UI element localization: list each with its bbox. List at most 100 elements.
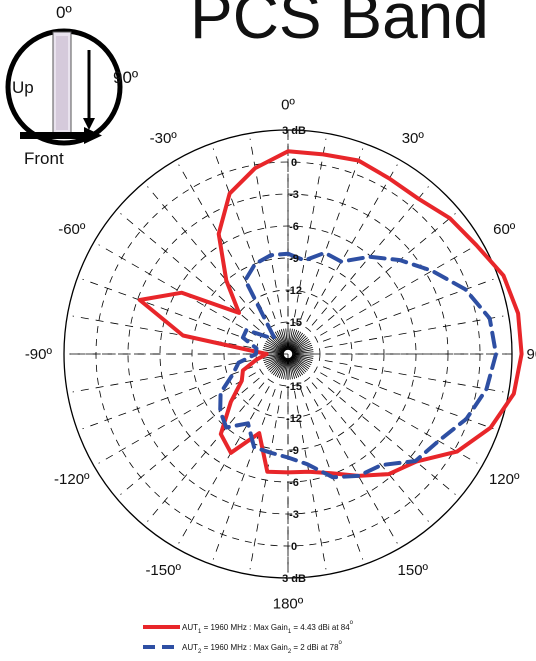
center-ray: [289, 329, 298, 351]
center-ray: [290, 356, 307, 373]
radial-tick-label: -6: [289, 221, 299, 233]
angle-tick-label: -30º: [150, 130, 178, 147]
center-ray: [291, 337, 308, 352]
center-ray: [283, 358, 288, 380]
grid-spoke: [249, 390, 282, 570]
angle-tick-label: 30º: [402, 130, 425, 147]
center-ray: [265, 355, 285, 368]
center-ray: [269, 356, 286, 373]
grid-spoke: [212, 148, 276, 320]
grid-spoke: [324, 360, 504, 393]
center-ray: [262, 349, 284, 354]
center-ray: [292, 346, 313, 354]
angle-tick-label: -120º: [54, 471, 90, 488]
center-ray: [289, 357, 302, 377]
angle-tick-label: 150º: [398, 562, 429, 579]
center-ray: [292, 351, 314, 355]
center-ray: [278, 357, 287, 379]
inset-up-label: Up: [12, 78, 34, 97]
center-ray: [266, 356, 285, 370]
radial-tick-label: -3: [289, 509, 299, 521]
grid-spoke: [147, 382, 265, 522]
center-ray: [287, 328, 291, 350]
grid-spoke: [294, 390, 327, 570]
center-ray: [280, 329, 288, 350]
center-ray: [290, 357, 304, 376]
angle-tick-label: 90º: [527, 346, 536, 363]
angle-tick-label: 60º: [493, 221, 516, 238]
grid-spoke: [98, 244, 256, 336]
center-ray: [289, 331, 302, 351]
center-ray: [285, 328, 289, 350]
grid-spoke: [294, 138, 327, 318]
center-ray: [291, 355, 313, 364]
grid-spoke: [306, 164, 398, 322]
angle-tick-label: -90º: [25, 346, 53, 363]
legend-entry-1: AUT1 = 1960 MHz : Max Gain1 = 4.43 dBi a…: [182, 620, 354, 635]
angle-tick-label: -150º: [145, 562, 181, 579]
center-ray: [288, 358, 296, 379]
grid-spoke: [300, 148, 364, 320]
center-ray: [291, 342, 312, 353]
grid-spoke: [316, 213, 456, 331]
center-ray: [288, 358, 293, 380]
center-ray: [268, 356, 285, 371]
orientation-inset: 0º 90º Up Front: [5, 3, 138, 168]
grid-spoke: [82, 278, 254, 342]
series-1-line: [137, 149, 524, 478]
inset-front-label: Front: [24, 149, 64, 168]
center-ray: [285, 358, 289, 380]
center-ray: [263, 344, 285, 353]
center-ray: [283, 328, 288, 350]
radial-tick-label: -15: [286, 381, 302, 393]
angle-tick-label: -60º: [58, 221, 86, 238]
angle-tick-label: 120º: [489, 471, 520, 488]
legend-entry-2: AUT2 = 1960 MHz : Max Gain2 = 2 dBi at 7…: [182, 640, 343, 655]
grid-spoke: [82, 366, 254, 430]
rotation-arrowhead-icon: [83, 118, 95, 130]
radial-tick-label: 0: [291, 157, 297, 169]
grid-spoke: [178, 386, 270, 544]
grid-spoke: [212, 388, 276, 560]
center-ray: [276, 330, 287, 351]
polar-grid: [63, 129, 513, 579]
radial-tick-label: -9: [289, 253, 299, 265]
page-title: PCS Band: [190, 0, 489, 52]
radial-tick-label: -9: [289, 445, 299, 457]
grid-spoke: [120, 377, 260, 495]
radial-tick-label: -12: [286, 413, 302, 425]
center-ray: [291, 338, 310, 352]
center-ray: [288, 329, 296, 350]
center-ray: [272, 357, 286, 376]
radial-tick-label: 3 dB: [282, 125, 306, 137]
grid-spoke: [311, 382, 429, 522]
center-ray: [268, 337, 285, 352]
series-layer: [137, 149, 524, 480]
grid-spoke: [72, 360, 252, 393]
radial-tick-label: -12: [286, 285, 302, 297]
grid-spoke: [324, 315, 504, 348]
center-ray: [264, 342, 285, 353]
inset-ninety-label: 90º: [113, 68, 138, 87]
radial-tick-label: 0: [291, 541, 297, 553]
center-ray: [291, 356, 310, 370]
angle-tick-label: 0º: [281, 96, 295, 113]
center-ray: [290, 332, 304, 351]
radial-tick-label: -6: [289, 477, 299, 489]
grid-spoke: [322, 278, 494, 342]
center-ray: [262, 354, 284, 359]
center-ray: [263, 354, 284, 362]
center-ray: [290, 334, 305, 351]
center-ray: [292, 354, 313, 362]
center-ray: [289, 357, 298, 379]
center-ray: [278, 329, 287, 351]
center-ray: [280, 358, 288, 379]
center-ray: [276, 357, 287, 378]
axis-labels: 0º30º60º90º120º150º180º-150º-120º-90º-60…: [25, 96, 536, 612]
center-ray: [264, 355, 285, 366]
radial-tick-label: 3 dB: [282, 573, 306, 585]
front-arrow-icon: [20, 132, 86, 139]
center-ray: [271, 357, 286, 374]
radial-tick-label: -3: [289, 189, 299, 201]
center-ray: [266, 338, 285, 352]
